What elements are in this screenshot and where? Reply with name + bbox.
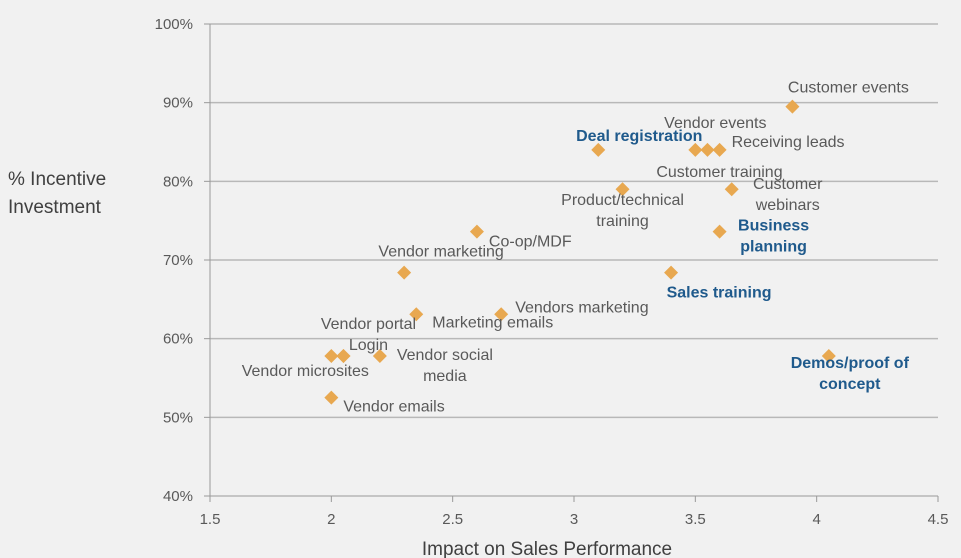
point-label: Sales training [667,285,772,302]
x-tick-label: 1.5 [200,511,221,528]
x-tick-label: 2.5 [442,511,463,528]
data-point [712,142,727,157]
data-point [785,99,800,114]
data-point [615,182,630,197]
point-label: Business planning [738,218,809,256]
point-label: Customer events [788,80,909,97]
x-axis-title: Impact on Sales Performance [422,539,672,558]
point-label: Demos/proof of concept [791,355,910,393]
point-label: Deal registration [576,128,702,145]
point-label: Vendor portal [321,316,416,333]
point-label: Vendors marketing [515,299,648,316]
y-tick-label: 100% [155,16,193,33]
x-tick-label: 2 [327,511,335,528]
y-tick-label: 90% [163,95,193,112]
point-label: Login [349,337,388,354]
y-axis-title-line1: % Incentive [8,169,106,190]
data-point [372,348,387,363]
data-point [409,307,424,322]
x-tick-label: 4 [812,511,820,528]
x-tick-label: 3 [570,511,578,528]
data-point [700,142,715,157]
data-point [336,348,351,363]
point-label: Vendor emails [343,399,444,416]
point-label: Vendor events [664,115,766,132]
point-label: Product/technical training [561,192,684,230]
point-label: Customer training [656,164,782,181]
data-point [324,390,339,405]
data-point [397,265,412,280]
y-axis-title-line2: Investment [8,197,102,218]
data-point [591,142,606,157]
gridlines [210,23,938,419]
y-tick-label: 50% [163,409,193,426]
point-label: Vendor microsites [242,363,369,380]
point-label: Receiving leads [732,134,845,151]
x-tick-label: 3.5 [685,511,706,528]
axes [204,23,939,502]
y-tick-label: 80% [163,173,193,190]
y-tick-label: 40% [163,488,193,505]
data-point [324,348,339,363]
point-labels: Customer events Vendor events Customer tra… [242,80,910,416]
data-point [688,142,703,157]
x-tick-label: 4.5 [928,511,949,528]
point-label: Co-op/MDF [489,234,572,251]
data-point [712,224,727,239]
data-point [664,265,679,280]
data-point [469,224,484,239]
data-point [821,348,836,363]
point-label: Marketing emails [432,314,553,331]
y-tick-label: 70% [163,252,193,269]
point-label: Customer webinars [753,176,823,214]
point-label: Vendor marketing [378,244,503,261]
data-point [724,182,739,197]
data-point [494,307,509,322]
data-points [324,99,836,405]
point-label: Vendor social media [397,347,493,385]
y-tick-label: 60% [163,331,193,348]
tick-labels: 40% 50% 60% 70% 80% 90% 100% 1.5 2 2.5 3 3.5 4 4.5 [155,16,949,528]
